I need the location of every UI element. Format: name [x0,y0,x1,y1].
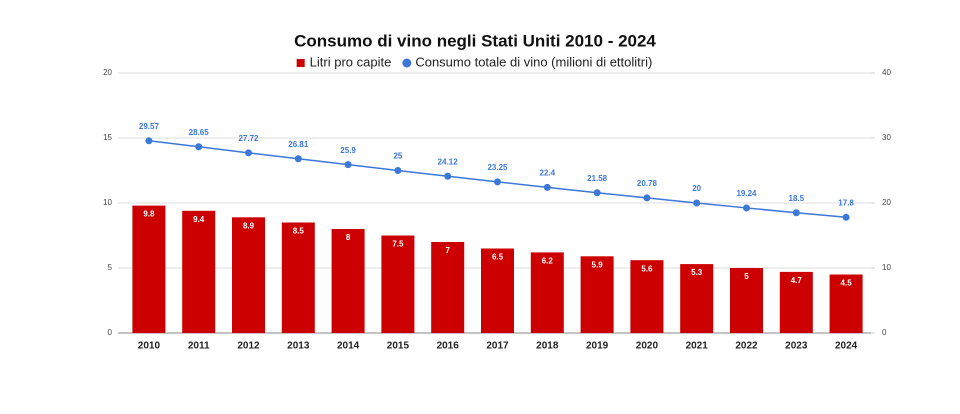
line-point [543,183,551,191]
x-tick-label: 2023 [785,341,808,352]
x-tick-label: 2015 [387,341,410,352]
bar [331,229,365,333]
y2-tick-label: 30 [882,133,891,142]
line-value-label: 23.25 [487,163,508,172]
line-value-label: 18.5 [789,194,805,203]
line-point [145,137,153,145]
bar-value-label: 6.5 [492,253,504,262]
legend-label: Consumo totale di vino (milioni di ettol… [415,54,652,69]
x-tick-label: 2010 [138,341,161,352]
legend: Litri pro capite Consumo totale di vino (… [296,54,652,69]
bar-value-label: 8.5 [293,227,305,236]
bar [232,217,265,333]
bar-value-label: 5.6 [641,264,653,273]
line-value-label: 25 [393,152,402,161]
line-value-label: 19.24 [736,189,757,198]
y2-tick-label: 10 [882,263,891,272]
line-point [444,172,452,180]
x-tick-label: 2021 [686,341,709,352]
bar [779,271,813,333]
line-point [195,143,203,151]
x-tick-label: 2012 [237,341,260,352]
line-point [643,194,651,202]
y-tick-label: 20 [103,68,112,77]
x-tick-label: 2018 [536,341,559,352]
bar-value-label: 9.8 [143,210,155,219]
y2-tick-label: 20 [882,198,891,207]
bar [530,252,564,333]
bar-value-label: 5.9 [592,260,604,269]
x-tick-label: 2020 [636,341,659,352]
bar [381,235,415,333]
legend-swatch [402,58,412,68]
legend-item: Consumo totale di vino (milioni di ettol… [402,54,652,69]
bar [630,260,664,333]
line-point [693,199,701,207]
bar [730,268,763,333]
bar [281,222,315,333]
bar [182,210,216,333]
line-point [842,213,850,221]
bar [580,256,614,333]
line-point [394,167,402,174]
line-point [245,149,252,157]
bar-value-label: 8.9 [243,221,255,230]
line-point [494,178,501,186]
line-value-label: 20.78 [637,179,658,188]
x-tick-label: 2014 [337,341,360,352]
bar-value-label: 5 [744,272,749,281]
line-value-label: 28.65 [189,128,210,137]
line-point [294,155,302,163]
line-value-label: 20 [692,184,701,193]
x-tick-label: 2022 [735,341,758,352]
bar-value-label: 4.5 [841,279,853,288]
x-tick-label: 2017 [486,341,509,352]
y-tick-label: 5 [108,263,113,272]
line-value-label: 26.81 [288,140,309,149]
line-value-label: 25.9 [340,146,356,155]
line-value-label: 17.8 [838,198,854,207]
x-tick-label: 2024 [835,341,858,352]
bar-value-label: 9.4 [193,215,205,224]
x-tick-label: 2011 [188,341,210,352]
chart-title: Consumo di vino negli Stati Uniti 2010 -… [294,31,656,50]
bar-value-label: 8 [346,233,351,242]
bar-value-label: 5.3 [691,268,703,277]
line-point [792,209,800,217]
y-tick-label: 0 [108,328,113,337]
y-tick-label: 10 [103,198,112,207]
line-value-label: 24.12 [438,157,459,166]
line-value-label: 29.57 [139,122,160,131]
legend-item: Litri pro capite [296,54,392,69]
y-tick-label: 15 [103,133,112,142]
line-point [743,204,750,212]
x-tick-label: 2013 [287,341,310,352]
bar [481,248,514,333]
line-value-label: 27.72 [238,134,259,143]
legend-swatch [296,59,305,67]
y2-tick-label: 40 [882,68,891,77]
bar-value-label: 7.5 [392,240,404,249]
bar [132,205,166,333]
x-tick-label: 2019 [586,341,609,352]
line-value-label: 21.58 [587,174,608,183]
bar-value-label: 7 [445,246,450,255]
line-point [593,189,601,197]
bar [431,242,465,333]
bar [680,264,714,333]
legend-label: Litri pro capite [310,54,392,69]
bar-value-label: 6.2 [542,257,554,266]
x-tick-label: 2016 [437,341,460,352]
y2-tick-label: 0 [882,328,887,337]
bar [829,274,863,333]
line-point [344,161,352,169]
bar-value-label: 4.7 [791,276,803,285]
line-value-label: 22.4 [540,169,556,178]
